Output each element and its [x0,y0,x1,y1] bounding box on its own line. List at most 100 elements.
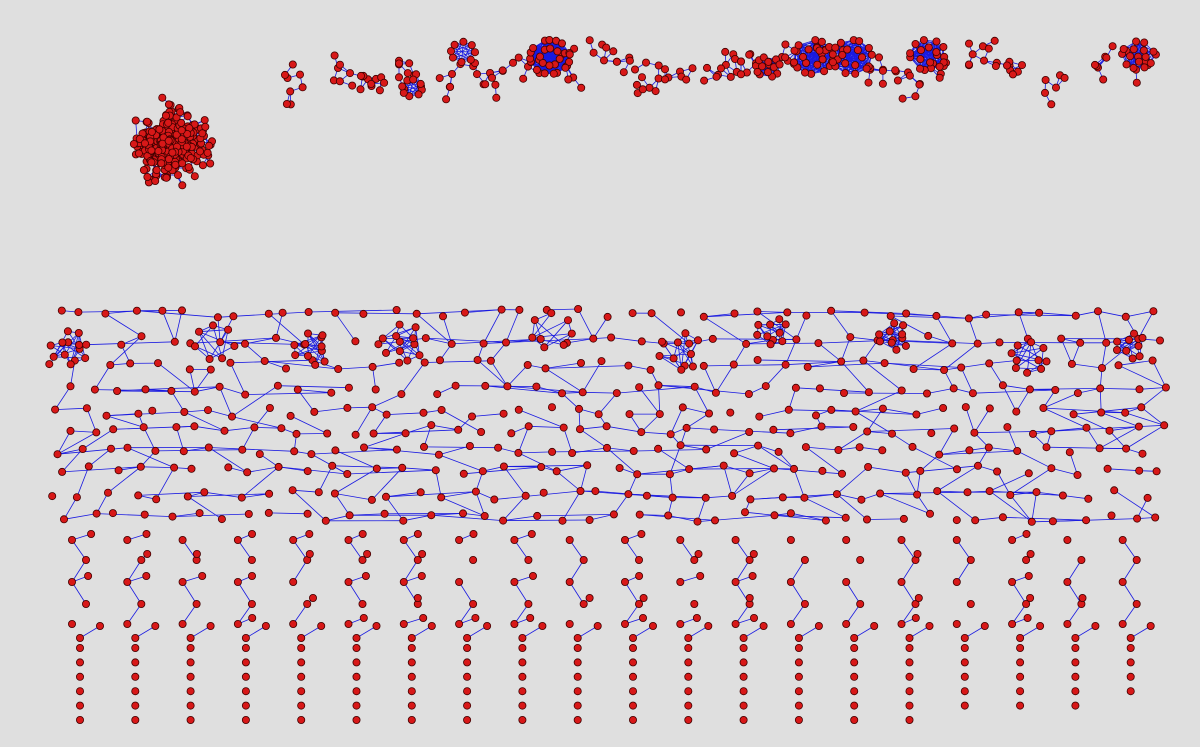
edge [624,581,640,605]
node [481,80,490,89]
node [264,309,273,318]
node [1026,550,1035,559]
edge [55,407,87,410]
edge [155,449,243,452]
node [1148,356,1157,365]
node [1039,343,1048,352]
node [1078,594,1087,603]
edge [278,466,348,475]
node [905,687,914,696]
edge [518,452,557,472]
node [600,56,609,65]
edge [556,464,588,472]
node [932,48,941,57]
node [960,634,969,643]
node [1006,490,1015,499]
edge [347,469,436,475]
node [811,36,820,45]
node [76,701,85,710]
node [368,403,377,412]
node [186,644,195,653]
node [739,634,748,643]
node [549,69,558,78]
node [790,58,799,67]
node [559,423,568,432]
edge [867,428,955,432]
node [74,328,83,337]
node [330,489,339,498]
node [131,634,140,643]
node [838,469,847,478]
node [638,73,647,82]
edge [503,464,588,467]
node [1029,429,1038,438]
edge [295,346,322,356]
node [1052,83,1061,92]
node [417,572,426,581]
node [153,359,162,368]
edge [697,497,707,522]
node [161,111,170,120]
node [411,323,420,332]
node [76,644,85,653]
node [1008,536,1017,545]
edge [757,324,786,336]
edge [518,426,530,454]
node [1134,422,1143,431]
node [666,430,675,439]
node [694,550,703,559]
node [226,358,235,367]
node [786,620,795,629]
node [60,515,69,524]
node [131,687,140,696]
node [1140,38,1149,47]
node [842,620,851,629]
node [775,315,784,324]
node [203,148,212,157]
nodes [45,36,1170,725]
node [434,450,443,459]
node [51,405,60,414]
node [637,428,646,437]
edge [1043,407,1087,429]
node [419,408,428,417]
node [420,358,429,367]
edge [438,445,471,456]
node [913,550,922,559]
node [800,556,809,565]
edge [208,447,295,452]
node [198,129,207,138]
edge [703,365,717,393]
node [1047,464,1056,473]
node [66,426,75,435]
node [897,620,906,629]
edge [937,490,968,493]
node [352,634,361,643]
edge [1010,467,1052,496]
edge [371,467,403,501]
node [781,360,790,369]
edge [1122,559,1138,583]
node [867,50,876,59]
edge [244,337,277,345]
edge [204,491,242,498]
node [237,493,246,502]
node [184,163,193,172]
node [1084,494,1093,503]
edge [669,445,681,475]
edge [70,430,97,433]
node [1016,672,1025,681]
node [915,80,924,89]
edge [628,493,706,499]
edge [182,581,197,605]
node [177,135,186,144]
node [308,594,317,603]
node [654,61,663,70]
node [684,634,693,643]
node [297,644,306,653]
edge [458,581,474,605]
node [950,424,959,433]
node [293,385,302,394]
node [1022,530,1031,539]
node [1137,403,1146,412]
